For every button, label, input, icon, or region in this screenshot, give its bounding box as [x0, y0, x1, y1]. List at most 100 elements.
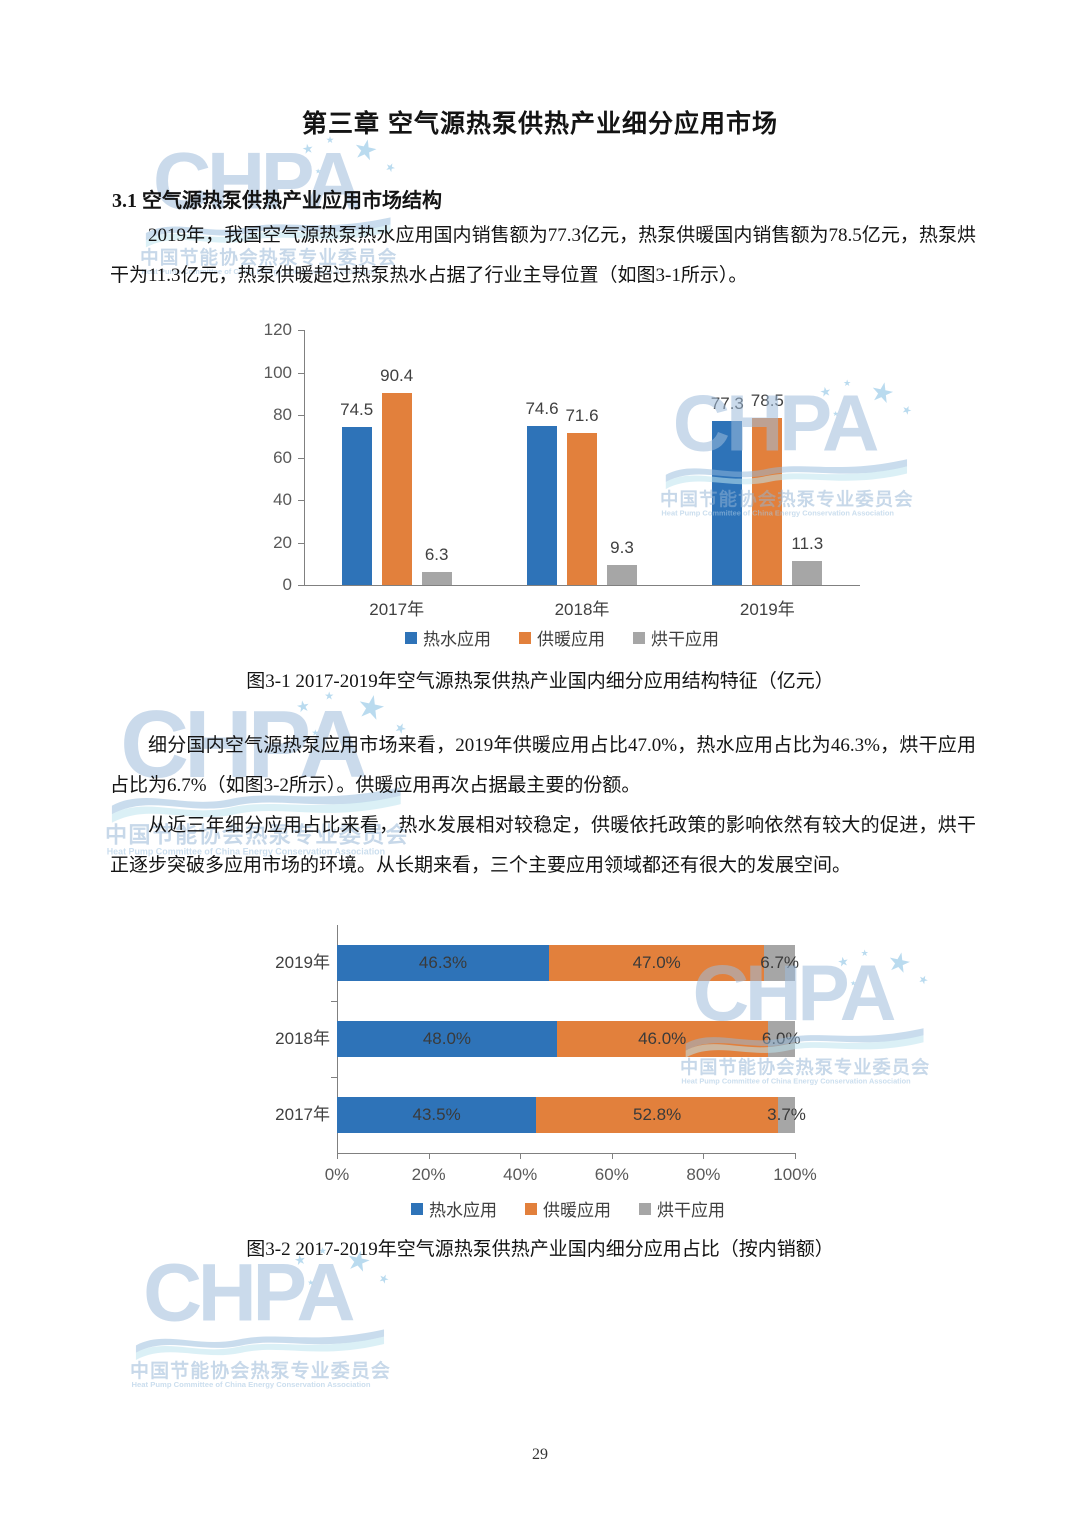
x-axis-label: 0% [324, 1165, 350, 1184]
y-axis-label: 20 [273, 532, 292, 552]
bar [607, 565, 637, 585]
y-axis-label: 40 [273, 490, 292, 509]
star-icon: ★ [314, 167, 322, 176]
x-axis-label: 60% [594, 1165, 629, 1184]
segment-value-label: 46.0% [638, 1029, 687, 1048]
chart-legend: 热水应用 供暖应用 烘干应用 [258, 1196, 878, 1221]
paragraph-1: 2019年，我国空气源热泵热水应用国内销售额为77.3亿元，热泵供暖国内销售额为… [110, 225, 976, 286]
bar-value-label: 77.3 [710, 393, 744, 413]
paragraph-2: 细分国内空气源热泵应用市场来看，2019年供暖应用占比47.0%，热水应用占比为… [110, 735, 976, 796]
legend-label: 烘干应用 [651, 630, 719, 649]
page-number: 29 [532, 1446, 548, 1463]
legend-swatch-icon [405, 631, 417, 644]
star-icon: ★ [867, 376, 898, 411]
legend-swatch-icon [411, 1202, 423, 1215]
bar [341, 426, 372, 585]
y-tick-mark [298, 585, 304, 586]
bar-value-label: 71.6 [565, 405, 599, 425]
bar-segment [549, 945, 765, 981]
bar [381, 392, 412, 585]
legend-swatch-icon [633, 631, 645, 644]
y-axis-label: 100 [263, 362, 292, 382]
star-icon: ★ [353, 687, 389, 729]
segment-value-label: 3.7% [767, 1105, 806, 1124]
x-tick-mark [520, 1153, 522, 1159]
bar [792, 560, 823, 585]
y-tick-mark [331, 1077, 337, 1078]
y-tick-mark [298, 372, 304, 374]
y-tick-mark [331, 1001, 337, 1002]
y-tick-mark [298, 457, 304, 459]
bar-segment [337, 945, 550, 981]
segment-value-label: 43.5% [412, 1105, 461, 1124]
bar-value-label: 6.3 [424, 544, 449, 564]
segment-value-label: 6.7% [760, 953, 800, 972]
legend-item: 供暖应用 [519, 625, 605, 650]
star-icon: ★ [884, 946, 914, 980]
bar [527, 426, 557, 585]
segment-value-label: 48.0% [422, 1029, 472, 1048]
y-axis-label: 0 [282, 575, 292, 594]
x-axis-label: 20% [411, 1165, 446, 1184]
bar-value-label: 90.4 [380, 365, 414, 385]
legend-item: 热水应用 [405, 625, 491, 650]
figure-3-2-caption: 图3-2 2017-2019年空气源热泵供热产业国内细分应用占比（按内销额） [246, 1239, 834, 1260]
segment-value-label: 52.8% [633, 1105, 682, 1124]
x-category-label: 2017年 [369, 600, 425, 619]
legend-label: 供暖应用 [543, 1201, 611, 1220]
x-axis-line [337, 1153, 795, 1154]
star-icon: ★ [307, 1279, 314, 1288]
y-category-label: 2018年 [275, 1029, 330, 1048]
page-title: 第三章 空气源热泵供热产业细分应用市场 [302, 110, 778, 138]
x-tick-mark [703, 1153, 705, 1159]
y-category-label: 2019年 [275, 953, 330, 972]
x-tick-mark [337, 1153, 338, 1159]
bar [712, 420, 743, 585]
x-tick-mark [795, 1153, 796, 1159]
bar-segment [764, 945, 795, 981]
star-icon: ★ [294, 696, 312, 716]
x-tick-mark [428, 1153, 430, 1159]
x-category-label: 2018年 [554, 600, 610, 619]
paragraph-3: 从近三年细分应用占比来看，热水发展相对较稳定，供暖依托政策的影响依然有较大的促进… [110, 815, 976, 876]
bar-segment [337, 1097, 537, 1133]
x-tick-mark [611, 1153, 613, 1159]
segment-value-label: 6.0% [761, 1029, 801, 1048]
bar-value-label: 11.3 [791, 533, 824, 553]
watermark-en-text: Heat Pump Committee of China Energy Cons… [131, 1380, 371, 1390]
figure-3-1-caption: 图3-1 2017-2019年空气源热泵供热产业国内细分应用结构特征（亿元） [246, 671, 834, 692]
x-axis-label: 40% [503, 1165, 538, 1184]
x-axis-line [304, 585, 860, 586]
watermark-cn-text: 中国节能协会热泵专业委员会 [130, 1359, 391, 1382]
chpa-logo-text: CHPA [143, 1246, 355, 1339]
section-heading-3-1: 3.1 空气源热泵供热产业应用市场结构 [112, 190, 442, 212]
legend-swatch-icon [525, 1202, 537, 1215]
y-tick-mark [298, 415, 304, 416]
star-icon: ★ [376, 1271, 391, 1288]
legend-label: 供暖应用 [537, 630, 605, 649]
y-tick-mark [298, 500, 304, 501]
star-icon: ★ [300, 140, 315, 158]
legend-item: 热水应用 [411, 1196, 497, 1221]
legend-item: 烘干应用 [633, 625, 719, 650]
x-axis-label: 80% [686, 1165, 721, 1184]
chart-legend: 热水应用 供暖应用 烘干应用 [262, 625, 862, 650]
y-axis-label: 80 [273, 405, 292, 424]
bar [752, 418, 783, 585]
bar-segment [778, 1097, 795, 1133]
y-axis-label: 60 [273, 447, 292, 467]
legend-swatch-icon [519, 631, 531, 644]
segment-value-label: 47.0% [632, 953, 681, 972]
bar-segment [536, 1097, 779, 1133]
y-axis-label: 120 [263, 320, 292, 339]
bar-value-label: 78.5 [750, 391, 784, 411]
bar-value-label: 74.5 [340, 399, 374, 419]
legend-label: 热水应用 [429, 1201, 497, 1220]
bar-value-label: 9.3 [610, 538, 634, 558]
y-tick-mark [298, 330, 304, 331]
chpa-watermark: ★ ★ ★ ★ ★ CHPA 中国节能协会热泵专业委员会 Heat Pump Committe… [130, 1244, 444, 1405]
legend-item: 供暖应用 [525, 1196, 611, 1221]
star-icon: ★ [899, 403, 914, 419]
figure-3-1-grouped-bar-chart: 0 20 40 60 80 100 120 74.5 90.4 6.3 2017年 74.6 71.6 9… [262, 318, 862, 666]
